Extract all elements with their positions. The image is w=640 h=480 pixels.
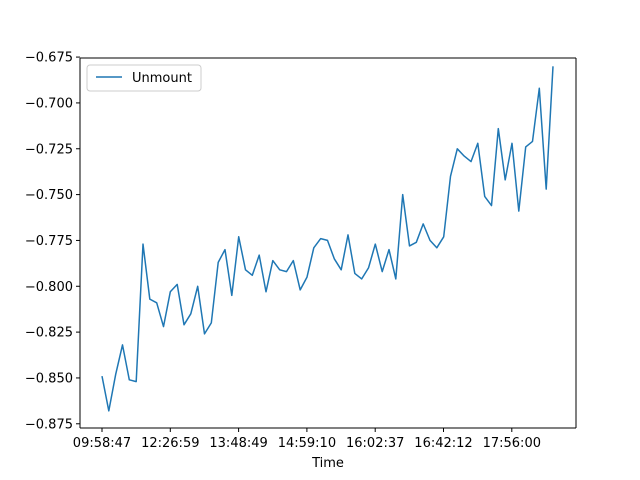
axes-frame (79, 57, 577, 429)
legend-box (86, 64, 202, 92)
y-tick-label: −0.775 (25, 234, 73, 249)
x-tick-label: 13:48:49 (209, 436, 267, 451)
legend: Unmount (86, 64, 202, 92)
y-tick-label: −0.800 (25, 280, 73, 295)
y-tick-label: −0.725 (25, 142, 73, 157)
series-layer (101, 66, 554, 412)
x-axis-label: Time (311, 456, 344, 471)
y-tick-label: −0.700 (25, 96, 73, 111)
y-axis: −0.675 −0.700 −0.725 −0.750 −0.775 −0.800 −0.8… (25, 51, 80, 432)
x-axis: 09:58:47 12:26:59 13:48:49 14:59:10 16:02:37… (73, 428, 541, 451)
y-tick-label: −0.875 (25, 417, 73, 432)
y-tick-label: −0.850 (25, 371, 73, 386)
y-tick-label: −0.675 (25, 51, 73, 66)
y-tick-label: −0.750 (25, 188, 73, 203)
x-tick-label: 16:42:12 (414, 436, 472, 451)
x-tick-label: 14:59:10 (278, 436, 336, 451)
x-tick-label: 12:26:59 (141, 436, 199, 451)
x-tick-label: 17:56:00 (483, 436, 541, 451)
x-tick-label: 16:02:37 (346, 436, 404, 451)
series-line-unmount (101, 66, 554, 412)
legend-label-unmount: Unmount (132, 71, 192, 86)
y-tick-label: −0.825 (25, 326, 73, 341)
x-tick-label: 09:58:47 (73, 436, 131, 451)
